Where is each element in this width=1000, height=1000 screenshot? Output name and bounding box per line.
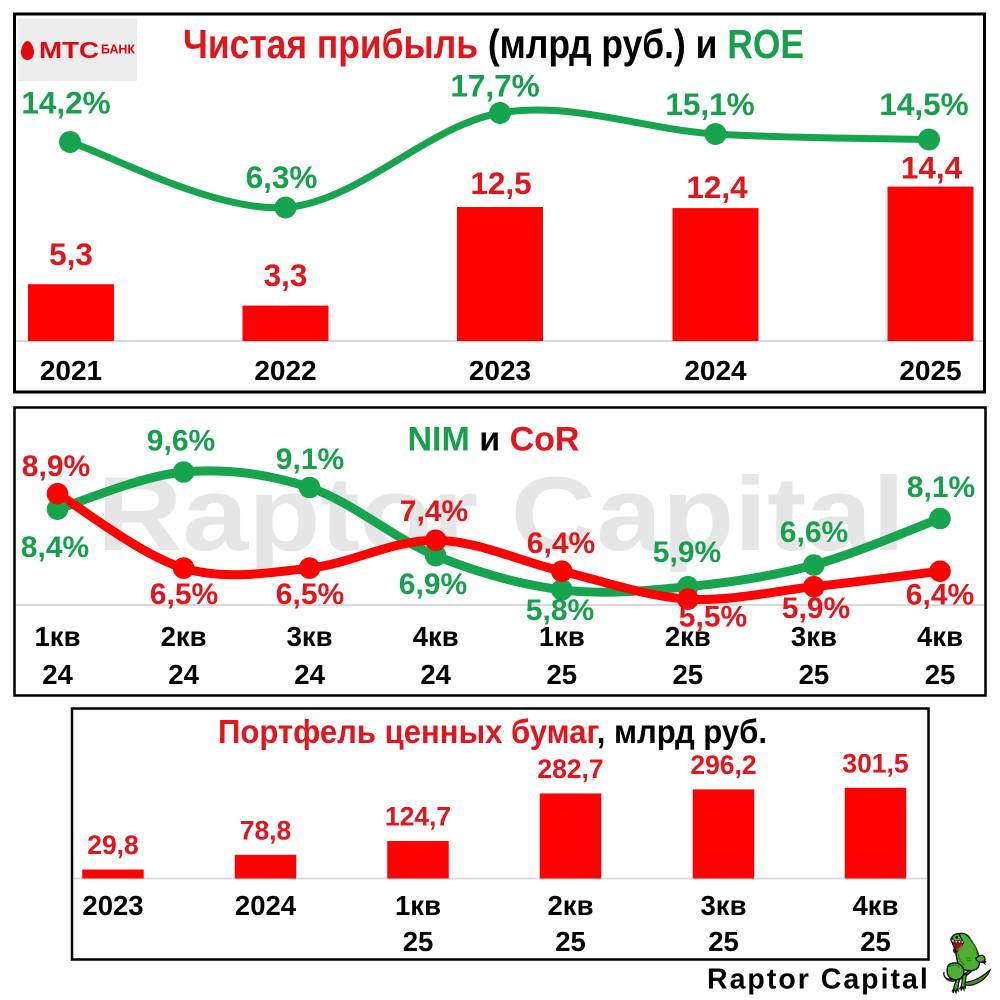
svg-text:3кв: 3кв	[287, 621, 333, 652]
svg-text:25: 25	[799, 659, 830, 690]
svg-text:1кв: 1кв	[395, 890, 441, 921]
svg-text:25: 25	[403, 926, 434, 957]
svg-text:2кв: 2кв	[548, 890, 594, 921]
svg-text:1кв: 1кв	[35, 621, 81, 652]
svg-text:6,5%: 6,5%	[150, 578, 218, 611]
svg-text:NIM и CoR: NIM и CoR	[408, 421, 580, 459]
svg-text:4кв: 4кв	[413, 621, 459, 652]
svg-text:24: 24	[42, 659, 73, 690]
svg-text:15,1%: 15,1%	[665, 86, 754, 122]
svg-text:24: 24	[168, 659, 199, 690]
svg-text:6,4%: 6,4%	[527, 527, 595, 560]
svg-text:296,2: 296,2	[690, 750, 756, 780]
svg-text:2025: 2025	[899, 355, 961, 386]
svg-text:25: 25	[860, 926, 891, 957]
svg-text:25: 25	[673, 659, 704, 690]
svg-text:МТС: МТС	[39, 37, 99, 63]
svg-text:4кв: 4кв	[917, 621, 963, 652]
svg-text:25: 25	[925, 659, 956, 690]
svg-text:14,2%: 14,2%	[21, 85, 110, 121]
svg-text:6,3%: 6,3%	[246, 159, 318, 195]
svg-text:4кв: 4кв	[853, 890, 899, 921]
svg-text:8,4%: 8,4%	[21, 531, 89, 564]
svg-text:282,7: 282,7	[537, 754, 603, 784]
svg-text:12,5: 12,5	[470, 165, 531, 201]
svg-text:29,8: 29,8	[87, 830, 139, 860]
svg-text:2кв: 2кв	[665, 621, 711, 652]
svg-text:17,7%: 17,7%	[450, 68, 539, 104]
svg-text:2023: 2023	[82, 890, 143, 921]
svg-text:25: 25	[547, 659, 578, 690]
svg-text:25: 25	[708, 926, 739, 957]
svg-text:14,4: 14,4	[901, 150, 963, 186]
svg-text:1кв: 1кв	[539, 621, 585, 652]
svg-text:6,6%: 6,6%	[780, 516, 848, 549]
svg-text:2022: 2022	[254, 355, 316, 386]
svg-text:Raptor Capital: Raptor Capital	[707, 964, 930, 996]
svg-text:24: 24	[420, 659, 451, 690]
svg-text:24: 24	[294, 659, 325, 690]
svg-text:6,4%: 6,4%	[906, 579, 974, 612]
svg-text:8,9%: 8,9%	[22, 450, 90, 483]
svg-text:5,5%: 5,5%	[679, 601, 747, 634]
svg-text:БАНК: БАНК	[101, 43, 135, 57]
svg-text:Портфель ценных бумаг, млрд ру: Портфель ценных бумаг, млрд руб.	[218, 713, 767, 750]
svg-text:78,8: 78,8	[240, 815, 292, 845]
svg-text:5,9%: 5,9%	[653, 536, 721, 569]
svg-text:2021: 2021	[40, 355, 102, 386]
svg-text:2023: 2023	[469, 355, 531, 386]
svg-text:12,4: 12,4	[686, 169, 748, 205]
svg-text:301,5: 301,5	[842, 748, 908, 778]
svg-text:6,5%: 6,5%	[276, 578, 344, 611]
svg-text:8,1%: 8,1%	[907, 471, 975, 504]
svg-text:3кв: 3кв	[701, 890, 747, 921]
svg-text:5,3: 5,3	[49, 236, 93, 272]
svg-text:2024: 2024	[235, 890, 297, 921]
svg-text:7,4%: 7,4%	[400, 495, 468, 528]
svg-text:5,9%: 5,9%	[782, 592, 850, 625]
svg-text:6,9%: 6,9%	[399, 568, 467, 601]
svg-text:25: 25	[555, 926, 586, 957]
svg-text:2кв: 2кв	[161, 621, 207, 652]
svg-text:9,1%: 9,1%	[276, 443, 344, 476]
svg-text:3кв: 3кв	[791, 621, 837, 652]
svg-text:14,5%: 14,5%	[879, 86, 968, 122]
svg-text:Чистая прибыль (млрд руб.) и R: Чистая прибыль (млрд руб.) и ROE	[183, 21, 804, 67]
svg-text:2024: 2024	[684, 355, 747, 386]
svg-text:5,8%: 5,8%	[526, 594, 594, 627]
svg-text:9,6%: 9,6%	[147, 425, 215, 458]
svg-text:124,7: 124,7	[385, 802, 451, 832]
svg-text:3,3: 3,3	[264, 257, 308, 293]
